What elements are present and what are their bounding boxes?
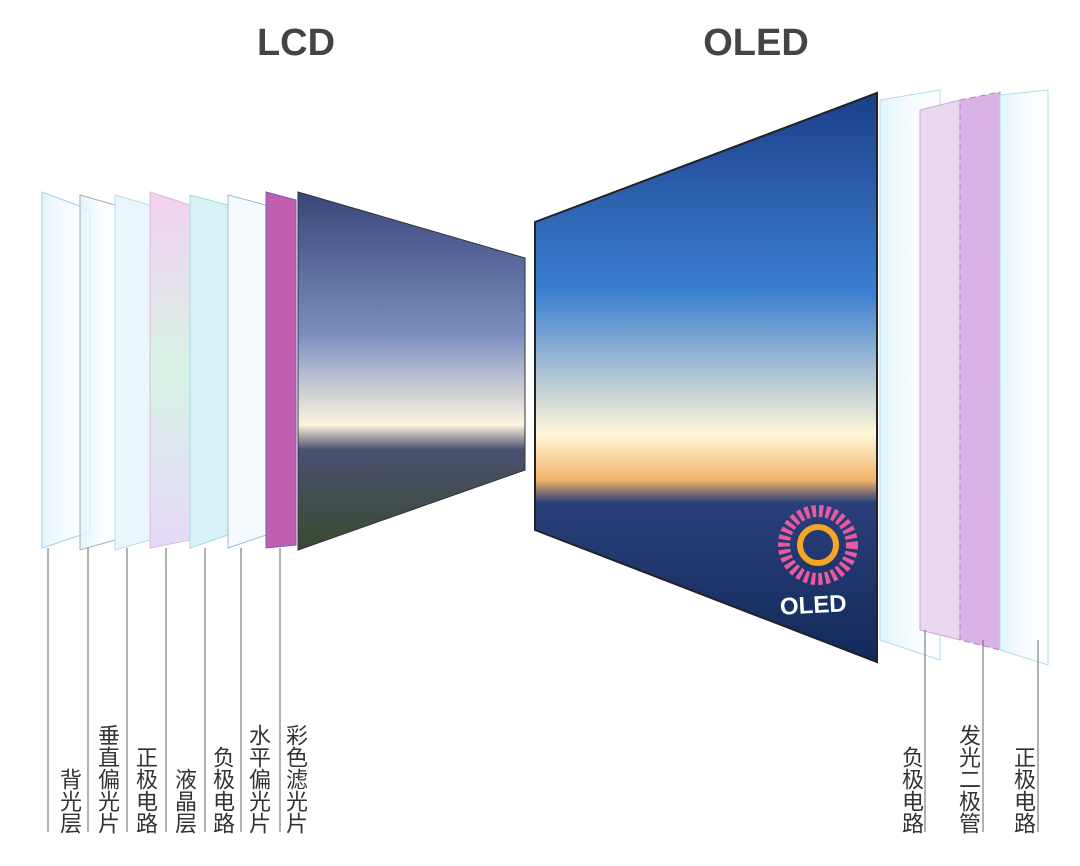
layer-label: 背光层 <box>56 768 81 834</box>
oled-screen <box>534 91 878 664</box>
layer-label: 负极电路 <box>209 746 234 834</box>
leader-lines <box>47 548 1039 832</box>
oled-layers <box>879 89 1049 666</box>
lcd-title: LCD <box>256 22 336 64</box>
layer-label: 正极电路 <box>132 746 157 834</box>
layer-label: 水平偏光片 <box>245 724 270 834</box>
layer-label: 正极电路 <box>1010 746 1035 834</box>
oled-logo: OLED <box>779 590 848 621</box>
layer-label: 负极电路 <box>898 746 923 834</box>
layer-label: 发光二极管 <box>955 724 980 834</box>
layer-label: 彩色滤光片 <box>282 724 307 834</box>
layer-label: 垂直偏光片 <box>94 724 119 834</box>
oled-title: OLED <box>703 22 809 64</box>
lcd-layers <box>41 191 526 551</box>
layer-label: 液晶层 <box>171 768 196 834</box>
